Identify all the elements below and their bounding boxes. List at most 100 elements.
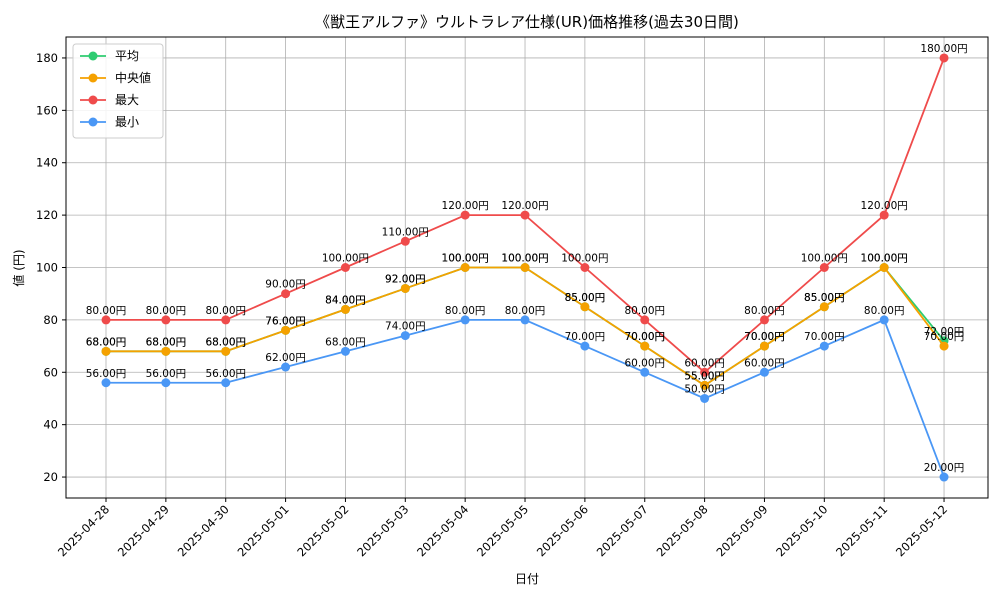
legend-label-2: 最大	[115, 93, 139, 107]
data-label-1-7: 100.00円	[501, 253, 548, 265]
x-tick-label-2025-04-28: 2025-04-28	[55, 502, 112, 559]
data-label-0-14: 72.00円	[924, 326, 965, 338]
data-point-2-13	[879, 210, 889, 220]
data-point-3-2	[221, 378, 231, 388]
data-point-2-3	[281, 289, 291, 299]
data-point-3-6	[460, 315, 470, 325]
data-label-3-1: 56.00円	[146, 368, 187, 380]
data-point-3-1	[161, 378, 171, 388]
data-point-2-11	[759, 315, 769, 325]
data-label-1-6: 100.00円	[442, 253, 489, 265]
data-point-1-14	[939, 341, 949, 351]
data-point-3-3	[281, 362, 291, 372]
x-tick-label-2025-05-05: 2025-05-05	[474, 502, 531, 559]
y-tick-label-60: 60	[43, 365, 58, 379]
data-point-3-11	[759, 367, 769, 377]
x-tick-label-2025-05-09: 2025-05-09	[713, 502, 770, 559]
data-point-1-6	[460, 263, 470, 272]
x-tick-label-2025-05-01: 2025-05-01	[235, 502, 292, 559]
legend-marker-1	[88, 73, 98, 83]
data-label-3-2: 56.00円	[205, 368, 246, 380]
x-tick-label-2025-05-03: 2025-05-03	[354, 502, 411, 559]
data-point-1-3	[281, 325, 291, 335]
data-label-2-5: 110.00円	[382, 226, 429, 238]
data-label-1-10: 55.00円	[684, 370, 725, 382]
legend-box	[72, 43, 164, 139]
data-label-2-9: 80.00円	[624, 305, 665, 317]
data-label-3-8: 70.00円	[565, 331, 606, 343]
data-point-3-10	[700, 393, 710, 403]
data-label-2-2: 80.00円	[205, 305, 246, 317]
data-label-3-5: 74.00円	[385, 321, 426, 333]
x-tick-label-2025-05-08: 2025-05-08	[654, 502, 711, 559]
data-point-1-13	[879, 263, 889, 272]
legend-label-3: 最小	[115, 115, 139, 129]
data-label-2-4: 100.00円	[322, 253, 369, 265]
legend-marker-2	[88, 95, 98, 105]
x-tick-label-2025-05-07: 2025-05-07	[594, 502, 651, 559]
data-label-3-0: 56.00円	[86, 368, 127, 380]
data-point-2-4	[340, 263, 350, 272]
data-point-2-12	[819, 263, 829, 272]
x-tick-label-2025-05-10: 2025-05-10	[773, 502, 830, 559]
data-point-1-12	[819, 302, 829, 312]
data-point-2-9	[640, 315, 650, 325]
legend-item-3: 最小	[80, 115, 139, 129]
x-tick-label-2025-05-04: 2025-05-04	[414, 502, 471, 559]
data-point-1-4	[340, 304, 350, 314]
data-label-1-4: 84.00円	[325, 294, 366, 306]
data-point-1-10	[700, 380, 710, 390]
series-2	[101, 53, 949, 377]
data-label-3-10: 50.00円	[684, 383, 725, 395]
data-label-0-6: 100.00円	[442, 253, 489, 265]
y-tick-label-160: 160	[36, 103, 58, 117]
data-point-3-0	[101, 378, 111, 388]
y-tick-label-120: 120	[36, 208, 58, 222]
data-label-2-14: 180.00円	[920, 43, 967, 55]
y-axis-title: 値 (円)	[11, 249, 26, 286]
data-label-2-10: 60.00円	[684, 357, 725, 369]
y-axis: 20 40 60 80 100 120 140 160 180	[36, 51, 66, 484]
data-label-1-5: 92.00円	[385, 273, 426, 285]
data-point-3-12	[819, 341, 829, 351]
data-label-0-10: 55.00円	[684, 370, 725, 382]
y-tick-label-40: 40	[43, 418, 58, 432]
data-point-3-7	[520, 315, 530, 325]
chart-title: 《獣王アルファ》ウルトラレア仕様(UR)価格推移(過去30日間)	[315, 13, 739, 31]
data-label-3-7: 80.00円	[505, 305, 546, 317]
data-label-3-14: 20.00円	[924, 462, 965, 474]
series-3	[101, 315, 949, 482]
y-tick-label-140: 140	[36, 156, 58, 170]
data-label-0-2: 68.00円	[205, 336, 246, 348]
y-tick-label-80: 80	[43, 313, 58, 327]
data-label-3-11: 60.00円	[744, 357, 785, 369]
y-tick-label-20: 20	[43, 470, 58, 484]
series-layer	[101, 53, 949, 482]
legend-item-0: 平均	[80, 49, 139, 63]
data-label-1-9: 70.00円	[624, 331, 665, 343]
data-label-2-12: 100.00円	[801, 253, 848, 265]
x-tick-label-2025-05-12: 2025-05-12	[893, 502, 950, 559]
data-label-2-13: 120.00円	[861, 200, 908, 212]
data-label-2-3: 90.00円	[265, 279, 306, 291]
series-1	[101, 263, 949, 390]
data-label-1-12: 85.00円	[804, 292, 845, 304]
x-tick-label-2025-04-30: 2025-04-30	[175, 502, 232, 559]
data-label-1-13: 100.00円	[861, 253, 908, 265]
data-point-2-14	[939, 53, 949, 63]
data-label-0-3: 76.00円	[265, 315, 306, 327]
data-label-2-8: 100.00円	[561, 253, 608, 265]
x-tick-label-2025-05-06: 2025-05-06	[534, 502, 591, 559]
data-label-2-0: 80.00円	[86, 305, 127, 317]
data-label-3-6: 80.00円	[445, 305, 486, 317]
data-point-3-14	[939, 472, 949, 482]
data-label-0-1: 68.00円	[146, 336, 187, 348]
data-point-3-8	[580, 341, 590, 351]
data-point-1-5	[400, 283, 410, 293]
data-label-0-12: 85.00円	[804, 292, 845, 304]
y-tick-label-100: 100	[36, 261, 58, 275]
data-point-1-1	[161, 346, 171, 356]
legend-item-1: 中央値	[80, 70, 151, 85]
data-label-1-2: 68.00円	[205, 336, 246, 348]
